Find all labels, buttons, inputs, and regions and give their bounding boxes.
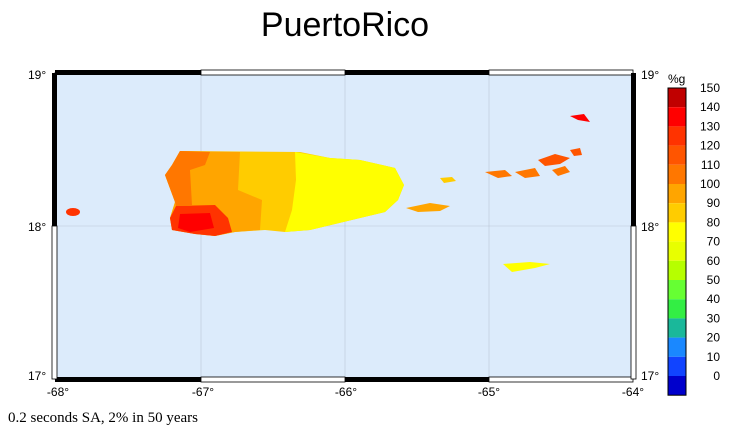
map-caption: 0.2 seconds SA, 2% in 50 years bbox=[8, 410, 198, 426]
culebra-island bbox=[440, 177, 456, 183]
lon-label: -67° bbox=[192, 385, 214, 399]
legend-tick-label: 150 bbox=[700, 81, 720, 95]
legend-swatch bbox=[668, 222, 686, 242]
legend-tick-label: 70 bbox=[707, 235, 721, 249]
legend-swatch bbox=[668, 203, 686, 223]
map-title: PuertoRico bbox=[260, 6, 430, 44]
lat-label: 18° bbox=[641, 220, 659, 234]
latitude-labels: 19° 18° 17° 19° 18° 17° bbox=[28, 68, 659, 383]
legend-swatch bbox=[668, 107, 686, 127]
legend-swatch bbox=[668, 145, 686, 165]
map-frame bbox=[51, 69, 637, 383]
lon-label: -66° bbox=[335, 385, 357, 399]
legend-tick-label: 110 bbox=[701, 158, 720, 172]
legend-swatch bbox=[668, 164, 686, 184]
mona-island bbox=[66, 208, 80, 216]
legend-tick-label: 140 bbox=[700, 100, 720, 114]
legend-swatch bbox=[668, 356, 686, 376]
legend-tick-label: 20 bbox=[707, 331, 721, 345]
legend-tick-label: 50 bbox=[707, 273, 721, 287]
legend-tick-label: 100 bbox=[700, 177, 720, 191]
lon-label: -64° bbox=[622, 385, 644, 399]
virgin-islands bbox=[485, 148, 582, 178]
longitude-labels: -68° -67° -66° -65° -64° bbox=[47, 385, 644, 399]
legend-tick-label: 0 bbox=[713, 369, 720, 383]
legend-tick-label: 10 bbox=[707, 350, 721, 364]
legend-swatch bbox=[668, 299, 686, 319]
legend-tick-label: 130 bbox=[700, 119, 720, 133]
legend-tick-label: 120 bbox=[700, 139, 720, 153]
legend-swatch bbox=[668, 184, 686, 204]
st-croix-island bbox=[503, 262, 550, 272]
lat-label: 19° bbox=[641, 68, 659, 82]
legend-swatch bbox=[668, 280, 686, 300]
legend-swatch bbox=[668, 126, 686, 146]
vieques-island bbox=[406, 203, 450, 212]
lat-label: 18° bbox=[28, 220, 46, 234]
legend-tick-label: 30 bbox=[707, 311, 721, 325]
legend-tick-label: 80 bbox=[707, 215, 721, 229]
lat-label: 17° bbox=[28, 369, 46, 383]
legend-swatch bbox=[668, 241, 686, 261]
legend-swatch bbox=[668, 318, 686, 338]
legend-swatch bbox=[668, 337, 686, 357]
legend-unit: %g bbox=[668, 72, 685, 86]
legend-tick-label: 40 bbox=[707, 292, 721, 306]
legend-border bbox=[667, 87, 687, 396]
lat-label: 19° bbox=[28, 68, 46, 82]
legend-tick-label: 60 bbox=[707, 254, 721, 268]
legend-tick-label: 90 bbox=[707, 196, 721, 210]
anegada-island bbox=[570, 114, 590, 122]
lon-label: -65° bbox=[478, 385, 500, 399]
lon-label: -68° bbox=[47, 385, 69, 399]
puerto-rico-island bbox=[165, 151, 404, 236]
legend-swatch bbox=[668, 376, 686, 396]
lat-label: 17° bbox=[641, 369, 659, 383]
legend-swatch bbox=[668, 88, 686, 108]
legend-swatch bbox=[668, 260, 686, 280]
